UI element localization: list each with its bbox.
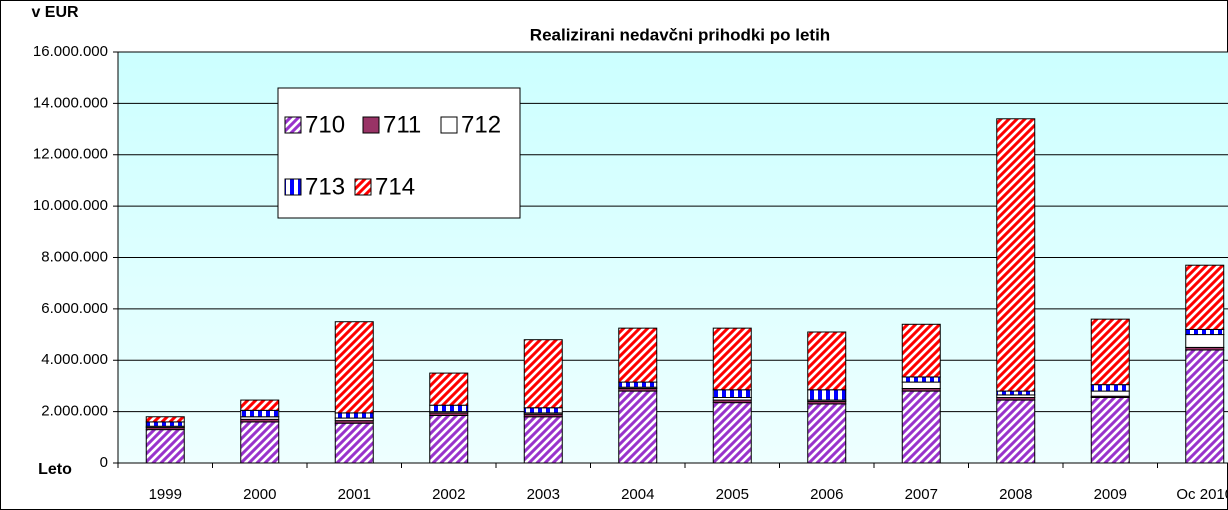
- bar-segment: [901, 381, 941, 390]
- x-tick-label: 2007: [905, 486, 938, 503]
- bar-segment: [618, 327, 658, 383]
- x-tick-label: 1999: [149, 486, 182, 503]
- bar-segment: [712, 402, 752, 464]
- bar-segment: [712, 327, 752, 391]
- x-tick-label: 2002: [432, 486, 465, 503]
- bar-segment: [618, 390, 658, 464]
- bar-segment: [240, 421, 280, 464]
- bar-segment: [1090, 384, 1130, 392]
- legend-label: 710: [305, 111, 345, 138]
- x-tick-label: 2000: [243, 486, 276, 503]
- y-axis-label: v EUR: [31, 4, 79, 21]
- bar-segment: [1185, 264, 1225, 330]
- bar-segment: [429, 404, 469, 413]
- bar-segment: [1185, 334, 1225, 348]
- bar-segment: [996, 390, 1036, 396]
- bar-segment: [523, 416, 563, 464]
- legend-label: 714: [375, 173, 415, 200]
- legend-label: 712: [461, 111, 501, 138]
- bar-segment: [240, 409, 280, 418]
- bar-segment: [807, 403, 847, 464]
- bar-segment: [523, 407, 563, 414]
- bar-segment: [429, 414, 469, 464]
- bar-segment: [523, 339, 563, 409]
- x-tick-label: 2005: [716, 486, 749, 503]
- x-tick-label: 2003: [527, 486, 560, 503]
- bar-segment: [334, 321, 374, 414]
- legend-swatch: [284, 178, 302, 196]
- bar-segment: [901, 376, 941, 383]
- bar-segment: [1185, 328, 1225, 336]
- bar-segment: [901, 390, 941, 464]
- x-tick-label: 2009: [1094, 486, 1127, 503]
- bar-segment: [1090, 318, 1130, 386]
- legend-label: 713: [305, 173, 345, 200]
- y-tick-label: 8.000.000: [41, 248, 108, 265]
- bar-segment: [334, 412, 374, 419]
- y-tick-label: 10.000.000: [33, 197, 108, 214]
- bar-segment: [429, 372, 469, 406]
- y-tick-label: 12.000.000: [33, 146, 108, 163]
- y-tick-label: 6.000.000: [41, 300, 108, 317]
- bar-segment: [1185, 349, 1225, 464]
- bar-segment: [901, 323, 941, 378]
- bar-segment: [618, 381, 658, 388]
- y-tick-label: 16.000.000: [33, 43, 108, 60]
- x-tick-label: 2008: [999, 486, 1032, 503]
- legend-box: [277, 87, 521, 219]
- x-axis-label: Leto: [38, 461, 72, 478]
- chart-title: Realizirani nedavčni prihodki po letih: [530, 25, 830, 44]
- y-tick-label: 14.000.000: [33, 94, 108, 111]
- bar-segment: [996, 118, 1036, 392]
- bar-segment: [145, 429, 185, 464]
- legend-swatch: [362, 116, 380, 134]
- bar-segment: [807, 389, 847, 401]
- legend-swatch: [440, 116, 458, 134]
- bar-segment: [145, 416, 185, 423]
- y-tick-label: 4.000.000: [41, 351, 108, 368]
- bar-segment: [145, 421, 185, 427]
- y-tick-label: 0: [100, 454, 108, 471]
- bar-segment: [996, 399, 1036, 464]
- bar-segment: [807, 331, 847, 391]
- legend-swatch: [284, 116, 302, 134]
- x-tick-label: Oc 2010: [1176, 486, 1228, 503]
- bar-segment: [240, 399, 280, 411]
- x-tick-label: 2001: [338, 486, 371, 503]
- bar-segment: [334, 422, 374, 464]
- bar-segment: [1090, 396, 1130, 464]
- y-tick-label: 2.000.000: [41, 403, 108, 420]
- x-tick-label: 2004: [621, 486, 654, 503]
- bar-segment: [1090, 390, 1130, 397]
- x-tick-label: 2006: [810, 486, 843, 503]
- legend-swatch: [354, 178, 372, 196]
- bar-segment: [712, 389, 752, 398]
- legend-label: 711: [383, 111, 421, 138]
